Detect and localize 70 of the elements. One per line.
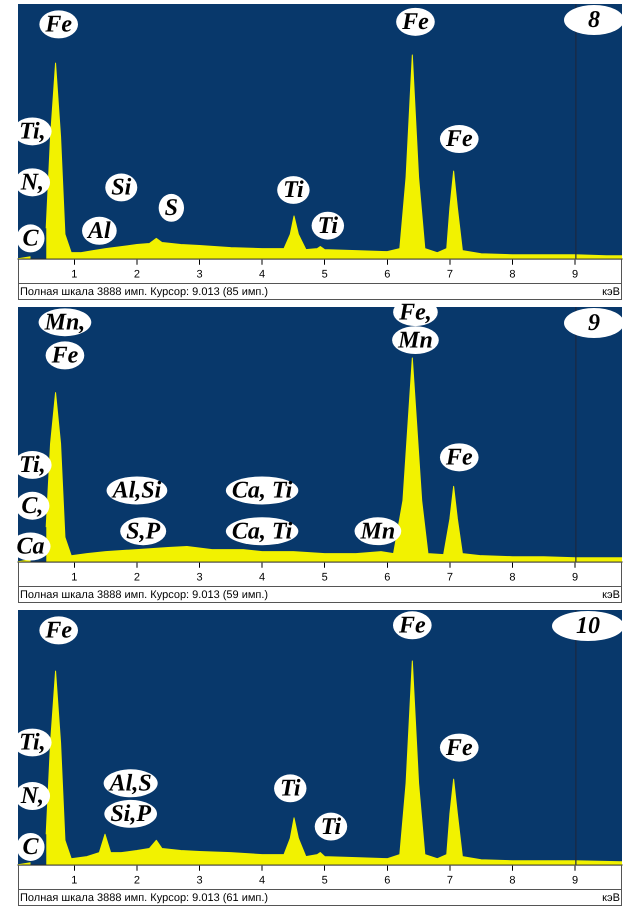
x-tick-label: 7 <box>446 874 453 886</box>
annotation: Ti, <box>19 118 46 145</box>
text: Полная шкала 3888 имп. Курсор: 9.013 (59 имп.) <box>20 588 268 602</box>
annotation: Mn <box>360 518 396 544</box>
x-tick-label: 7 <box>446 571 453 584</box>
x-tick-label: 2 <box>134 268 140 280</box>
x-tick-label: 1 <box>71 571 78 584</box>
x-tick-label: 1 <box>71 268 78 280</box>
text: Fe <box>44 12 72 38</box>
x-tick-label: 6 <box>384 874 390 886</box>
x-tick-label: 4 <box>259 874 266 886</box>
annotation: C <box>22 226 40 252</box>
annotation: N, <box>20 170 44 196</box>
annotation: Ti <box>318 212 338 239</box>
x-tick-label: 5 <box>322 268 328 280</box>
x-tick-label: 9 <box>572 571 578 584</box>
annotation: S <box>164 195 178 222</box>
x-tick-label: 3 <box>196 268 203 280</box>
annotation: Ti, <box>19 730 46 756</box>
x-tick-label: 4 <box>259 571 266 584</box>
annotation: Fe <box>444 126 473 152</box>
annotation: Fe <box>444 734 473 761</box>
text: Fe <box>398 612 426 638</box>
x-tick-label: 2 <box>134 874 140 886</box>
x-axis-title: кэВ <box>602 285 620 299</box>
chart-title: 10 <box>576 613 600 640</box>
text: Полная шкала 3888 имп. Курсор: 9.013 (85 имп.) <box>20 285 268 299</box>
text: Fe <box>44 618 72 644</box>
annotation: Al,Si <box>110 478 162 504</box>
x-tick-label: 7 <box>446 268 453 280</box>
chart-title: 9 <box>588 310 600 336</box>
annotation: Si <box>111 174 132 201</box>
x-tick-label: 8 <box>509 268 516 280</box>
text: Fe, <box>398 299 432 326</box>
text: Mn, <box>44 309 86 336</box>
text: Полная шкала 3888 имп. Курсор: 9.013 (61 имп.) <box>20 891 268 905</box>
annotation: C, <box>21 492 44 519</box>
x-tick-label: 9 <box>572 268 578 280</box>
annotation: Ti <box>283 177 304 204</box>
annotation: Ca, Ti <box>232 478 293 504</box>
annotation: Ca <box>16 534 45 560</box>
x-tick-label: 2 <box>134 571 140 584</box>
text: Mn <box>397 327 433 354</box>
annotation: Ti <box>320 814 342 840</box>
annotation: N, <box>20 783 44 810</box>
x-tick-label: 9 <box>572 874 578 886</box>
annotation: S,P <box>126 518 161 544</box>
annotation: Fe <box>444 444 473 471</box>
x-tick-label: 4 <box>259 268 266 280</box>
x-tick-label: 3 <box>196 571 203 584</box>
x-tick-label: 6 <box>384 571 390 584</box>
x-tick-label: 8 <box>509 571 516 584</box>
x-tick-label: 1 <box>71 874 78 886</box>
x-tick-label: 5 <box>322 874 328 886</box>
annotation: Al,S <box>108 770 152 796</box>
annotation: Fe <box>50 342 79 369</box>
annotation: Ti <box>280 776 301 802</box>
x-tick-label: 3 <box>196 874 203 886</box>
x-tick-label: 8 <box>509 874 516 886</box>
x-tick-label: 6 <box>384 268 390 280</box>
x-tick-label: 5 <box>322 571 328 584</box>
annotation: Si,P <box>110 801 152 828</box>
annotation: Ca, Ti <box>232 518 293 544</box>
annotation: Ti, <box>19 452 46 478</box>
chart-title: 8 <box>588 7 600 34</box>
annotation: Al <box>86 218 112 244</box>
x-axis-title: кэВ <box>602 588 620 602</box>
text: Fe <box>401 9 430 36</box>
x-axis-title: кэВ <box>602 891 620 905</box>
annotation: C <box>22 834 40 860</box>
